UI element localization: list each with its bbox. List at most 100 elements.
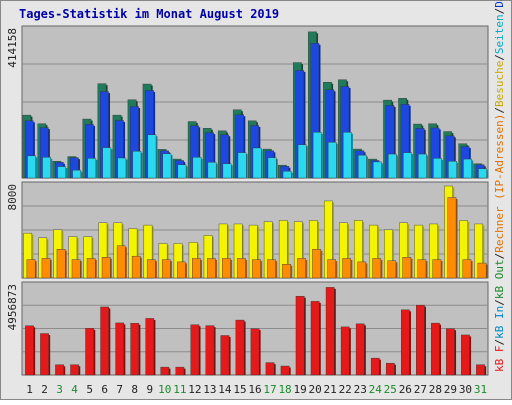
bar-pages-day-8 <box>132 150 142 179</box>
x-tick-label-day-18: 18 <box>278 383 291 396</box>
bar-sites-day-27 <box>417 259 427 279</box>
bar-kb-day-18 <box>280 365 290 376</box>
x-axis-day-labels: 1 2 3 4 5 6 7 8 9 10 11 12 13 14 15 16 17 18 19 20 21 22 23 24 2… <box>26 383 487 396</box>
bar-pages-day-31 <box>478 168 487 179</box>
x-tick-label-day-16: 16 <box>248 383 261 396</box>
right-legend-part-1: / <box>493 339 506 346</box>
bar-sites-day-10 <box>161 259 171 279</box>
right-legend-part-5: / <box>493 253 506 260</box>
bar-pages-day-11 <box>177 164 187 179</box>
x-tick-label-day-7: 7 <box>116 383 123 396</box>
bar-sites-day-14 <box>222 258 231 279</box>
bar-sites-day-15 <box>237 258 246 279</box>
bar-sites-day-21 <box>327 259 336 279</box>
x-tick-label-day-2: 2 <box>41 383 48 396</box>
bar-kb-day-26 <box>400 309 410 376</box>
bar-sites-day-9 <box>146 259 156 279</box>
bar-sites-day-24 <box>372 258 382 279</box>
x-tick-label-day-1: 1 <box>26 383 33 396</box>
bar-sites-day-4 <box>71 259 81 279</box>
panel-hits-files-pages: 414158 <box>6 25 489 179</box>
bar-pages-day-22 <box>342 132 352 179</box>
bar-kb-day-22 <box>340 326 350 376</box>
right-legend-part-11: / <box>493 8 506 15</box>
bar-sites-day-20 <box>312 249 321 279</box>
bar-kb-day-8 <box>130 323 140 376</box>
x-tick-label-day-25: 25 <box>384 383 397 396</box>
right-legend-part-0: kB F <box>493 346 506 373</box>
bar-pages-day-20 <box>312 132 322 179</box>
x-tick-label-day-17: 17 <box>263 383 276 396</box>
x-tick-label-day-22: 22 <box>339 383 352 396</box>
bar-pages-day-28 <box>433 158 442 179</box>
x-tick-label-day-10: 10 <box>158 383 171 396</box>
x-tick-label-day-26: 26 <box>399 383 412 396</box>
x-tick-label-day-9: 9 <box>146 383 153 396</box>
right-legend: kB F/kB In/kB Out/Rechner (IP-Adressen)/… <box>493 0 506 372</box>
bar-kb-day-7 <box>115 322 125 376</box>
bar-pages-day-14 <box>222 163 232 179</box>
x-tick-label-day-6: 6 <box>101 383 108 396</box>
bar-kb-day-23 <box>355 323 365 376</box>
bar-pages-day-12 <box>192 157 202 179</box>
bar-sites-day-25 <box>387 260 397 279</box>
bar-pages-day-15 <box>237 152 247 179</box>
x-tick-label-day-15: 15 <box>233 383 246 396</box>
x-tick-label-day-3: 3 <box>56 383 63 396</box>
x-tick-label-day-8: 8 <box>131 383 138 396</box>
right-legend-part-4: kB Out <box>493 259 506 299</box>
bar-kb-day-6 <box>100 306 110 376</box>
bar-pages-day-7 <box>117 157 127 179</box>
bar-kb-day-31 <box>476 364 485 376</box>
chart-title: Tages-Statistik im Monat August 2019 <box>19 7 279 21</box>
x-tick-label-day-28: 28 <box>429 383 442 396</box>
x-tick-label-day-24: 24 <box>369 383 383 396</box>
x-tick-label-day-12: 12 <box>188 383 201 396</box>
bar-pages-day-23 <box>357 154 367 179</box>
bar-sites-day-13 <box>207 258 216 279</box>
bar-sites-day-18 <box>282 264 291 279</box>
right-legend-part-7: / <box>493 107 506 114</box>
bar-pages-day-29 <box>448 161 457 179</box>
bar-sites-day-2 <box>41 258 51 279</box>
bar-kb-day-11 <box>175 366 185 376</box>
bar-pages-day-1 <box>27 155 36 179</box>
bar-sites-day-31 <box>477 262 487 279</box>
x-tick-label-day-5: 5 <box>86 383 93 396</box>
bar-sites-day-30 <box>462 259 472 279</box>
bar-sites-day-26 <box>402 257 412 279</box>
bar-sites-day-7 <box>116 245 126 279</box>
right-legend-part-2: kB In <box>493 306 506 339</box>
x-tick-label-day-30: 30 <box>459 383 472 396</box>
bar-kb-day-24 <box>370 357 380 376</box>
right-legend-part-10: Seiten <box>493 14 506 54</box>
right-legend-part-8: Besuche <box>493 61 506 107</box>
bar-sites-day-3 <box>56 249 66 279</box>
bar-kb-day-1 <box>25 325 34 376</box>
bar-pages-day-26 <box>403 152 412 179</box>
bar-kb-day-15 <box>235 319 245 376</box>
right-legend-part-3: / <box>493 299 506 306</box>
bar-pages-day-5 <box>87 158 97 179</box>
bar-kb-day-14 <box>220 335 230 376</box>
x-tick-label-day-31: 31 <box>474 383 487 396</box>
x-tick-label-day-4: 4 <box>71 383 78 396</box>
x-tick-label-day-21: 21 <box>324 383 337 396</box>
bar-kb-day-25 <box>385 362 395 376</box>
right-legend-part-9: / <box>493 54 506 61</box>
bar-kb-day-10 <box>160 366 170 376</box>
right-legend-part-12: Dateien <box>493 0 506 8</box>
bar-pages-day-21 <box>327 142 337 179</box>
bar-pages-day-2 <box>42 157 51 179</box>
bar-kb-day-13 <box>205 325 215 376</box>
bar-sites-day-8 <box>131 255 141 279</box>
bar-kb-day-4 <box>70 364 79 376</box>
bar-sites-day-16 <box>252 259 261 279</box>
bar-kb-day-2 <box>40 333 49 376</box>
bar-kb-day-12 <box>190 324 200 376</box>
bar-sites-day-12 <box>192 258 201 279</box>
bar-kb-day-9 <box>145 318 155 376</box>
bar-sites-day-6 <box>101 257 111 279</box>
